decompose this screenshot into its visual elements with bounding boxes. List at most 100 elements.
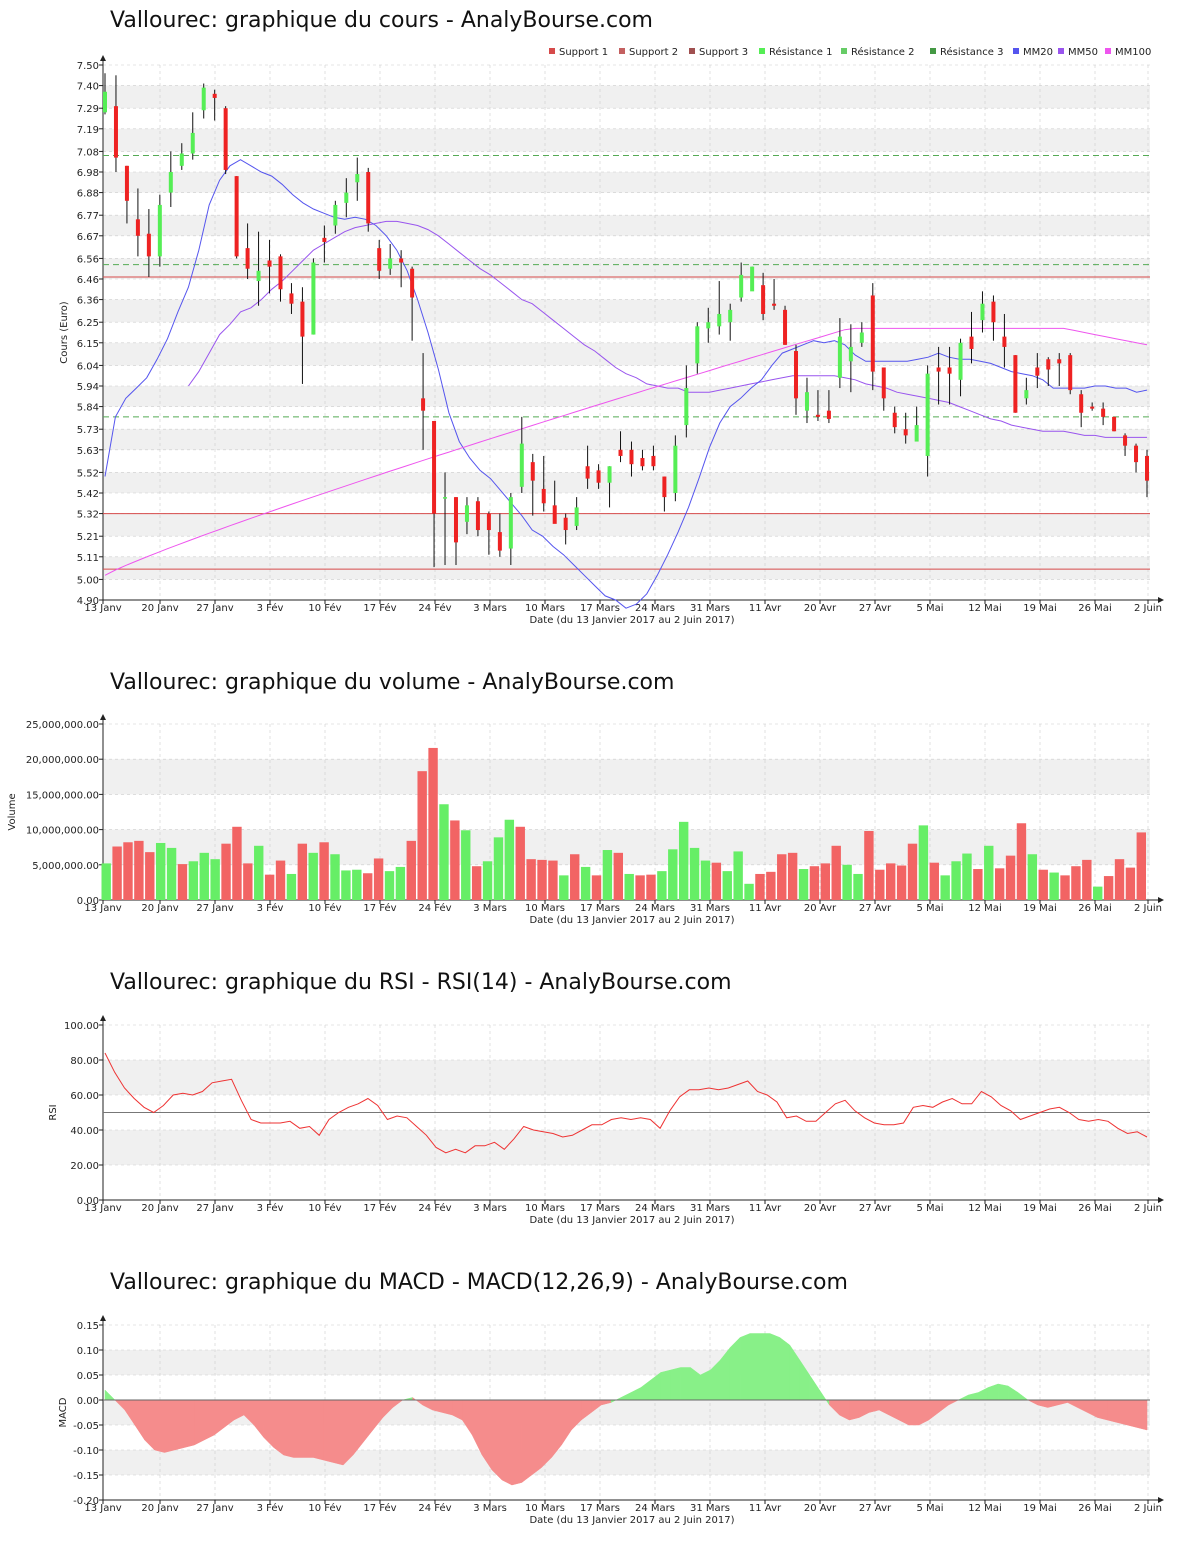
price-band [103, 556, 1150, 580]
volume-bar [1038, 869, 1048, 900]
candle-body [936, 367, 941, 372]
candle-body [552, 505, 557, 524]
rsi-x-tick-label: 19 Mai [1023, 1203, 1056, 1214]
macd-x-tick-label: 10 Mars [525, 1503, 565, 1514]
price-x-tick-label: 24 Fév [418, 602, 451, 614]
legend-swatch [759, 48, 765, 54]
volume-bar [1103, 876, 1114, 900]
volume-bar [352, 869, 362, 900]
rsi-y-tick-label: 100.00 [64, 1021, 99, 1032]
macd-area-segment [868, 1399, 880, 1413]
macd-area-segment [849, 1399, 860, 1421]
volume-x-axis-label: Date (du 13 Janvier 2017 au 2 Juin 2017) [529, 915, 734, 926]
candle-body [772, 303, 777, 306]
macd-y-tick-label: -0.20 [73, 1496, 99, 1507]
macd-area-segment [769, 1333, 781, 1401]
candle-body [1112, 416, 1117, 432]
volume-bar [363, 873, 373, 900]
candle-body [596, 470, 601, 483]
volume-bar [864, 831, 874, 900]
volume-bar [406, 840, 416, 900]
legend-label: Support 3 [699, 47, 748, 58]
price-y-tick-label: 5.84 [77, 403, 99, 414]
macd-area-segment [978, 1387, 989, 1401]
volume-x-tick-label: 27 Avr [859, 903, 892, 914]
rsi-x-tick-label: 24 Mars [635, 1203, 675, 1214]
volume-bar [624, 873, 634, 900]
volume-x-tick-label: 17 Fév [363, 902, 396, 914]
macd-x-tick-label: 24 Mars [635, 1503, 675, 1514]
volume-bar [395, 866, 406, 900]
candle-body [245, 248, 250, 269]
volume-bar [373, 858, 384, 900]
price-y-tick-label: 6.46 [77, 275, 99, 286]
price-y-tick-label: 5.32 [77, 510, 99, 521]
candle-body [651, 455, 656, 467]
rsi-x-tick-label: 31 Mars [690, 1203, 730, 1214]
candle-body [914, 425, 919, 442]
volume-bar [744, 883, 754, 900]
candle-body [190, 132, 195, 154]
macd-y-tick-label: 0.05 [77, 1371, 99, 1382]
macd-x-tick-label: 13 Janv [84, 1503, 121, 1514]
volume-bar [722, 871, 732, 900]
price-x-axis-label: Date (du 13 Janvier 2017 au 2 Juin 2017) [529, 615, 734, 626]
volume-x-tick-label: 24 Mars [635, 903, 675, 914]
rsi-x-tick-label: 27 Avr [859, 1203, 892, 1214]
volume-bar [842, 864, 852, 900]
rsi-y-tick-label: 20.00 [70, 1161, 99, 1172]
macd-area-segment [174, 1399, 185, 1451]
volume-bar [526, 859, 536, 900]
price-x-tick-label: 26 Mai [1078, 603, 1111, 614]
price-y-tick-label: 7.29 [77, 104, 99, 115]
candle-body [443, 497, 448, 499]
price-y-tick-label: 7.19 [77, 125, 99, 136]
price-y-arrow [100, 55, 106, 61]
volume-x-tick-label: 24 Fév [418, 902, 451, 914]
rsi-frame: 0.00 20.00 40.00 60.00 80.00 100.00 13 Janv 20 … [48, 1015, 1164, 1226]
price-y-tick-label: 5.11 [77, 553, 99, 564]
price-x-tick-label: 3 Mars [473, 603, 507, 614]
macd-y-tick-label: -0.05 [73, 1421, 99, 1432]
macd-area-segment [332, 1399, 344, 1466]
rsi-band [103, 1130, 1150, 1165]
macd-frame: -0.20 -0.15 -0.10 -0.05 0.00 0.05 0.10 0.15 13 J… [58, 1315, 1164, 1526]
volume-bar [570, 854, 580, 900]
candle-body [464, 505, 469, 522]
volume-bar [766, 871, 776, 900]
rsi-x-tick-label: 12 Mai [968, 1203, 1001, 1214]
price-x-tick-label: 10 Fév [308, 602, 341, 614]
price-y-tick-label: 5.73 [77, 425, 99, 436]
volume-x-tick-label: 11 Avr [749, 903, 782, 914]
volume-bar [689, 847, 700, 900]
macd-area-segment [491, 1399, 503, 1481]
price-y-tick-label: 6.77 [77, 211, 99, 222]
volume-bar [777, 854, 787, 900]
candle-body [870, 295, 875, 372]
macd-area-segment [749, 1333, 761, 1401]
volume-bar [515, 826, 525, 900]
candle-body [530, 462, 535, 481]
price-x-tick-label: 12 Mai [968, 603, 1001, 614]
volume-x-tick-label: 20 Janv [141, 903, 178, 914]
rsi-x-arrow [1158, 1197, 1164, 1203]
macd-area-segment [462, 1399, 473, 1436]
macd-x-tick-label: 27 Avr [859, 1503, 892, 1514]
volume-bar [678, 821, 689, 900]
rsi-x-tick-label: 2 Juin [1134, 1203, 1162, 1214]
volume-bar [134, 840, 144, 900]
rsi-x-tick-label: 27 Janv [196, 1203, 233, 1214]
volume-bar [973, 869, 983, 900]
macd-area-segment [442, 1399, 453, 1416]
candle-body [618, 449, 623, 456]
volume-bar [984, 845, 994, 900]
candle-body [673, 445, 678, 493]
rsi-x-tick-label: 10 Fév [308, 1202, 341, 1214]
rsi-band [103, 1060, 1150, 1095]
volume-bar [853, 873, 863, 900]
mm20-line [104, 159, 1148, 609]
legend-swatch [841, 48, 847, 54]
price-y-tick-label: 6.15 [77, 339, 99, 350]
macd-area-segment [273, 1399, 284, 1456]
